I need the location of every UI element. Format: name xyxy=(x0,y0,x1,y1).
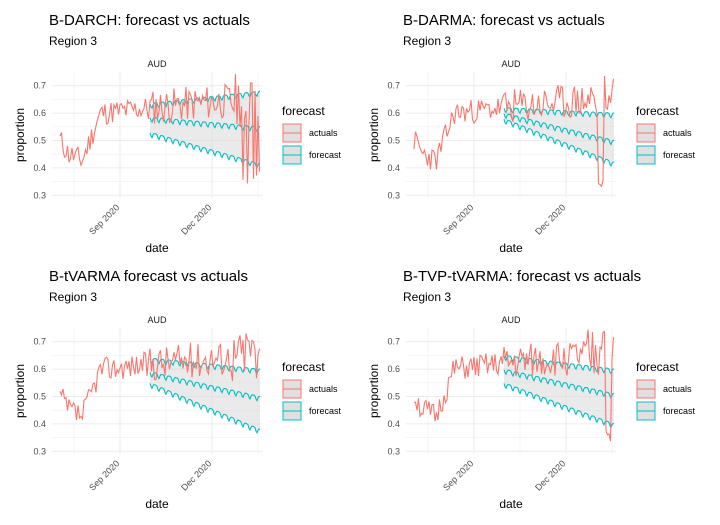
legend-label-actuals: actuals xyxy=(309,128,338,138)
actuals-line xyxy=(413,329,615,442)
facet-strip-label: AUD xyxy=(501,315,521,325)
forecast-line-upper xyxy=(503,107,614,119)
x-tick-label: Dec 2020 xyxy=(179,202,213,236)
x-tick-label: Dec 2020 xyxy=(533,458,567,492)
forecast-interval-band xyxy=(504,356,614,428)
legend-title: forecast xyxy=(636,104,679,118)
y-tick-label: 0.7 xyxy=(33,337,46,347)
forecast-line-mean xyxy=(503,369,615,400)
y-tick-label: 0.7 xyxy=(387,81,400,91)
chart-panel-b-tvp-tvarma: B-TVP-tVARMA: forecast vs actuals Region … xyxy=(354,256,708,514)
legend-label-forecast: forecast xyxy=(309,406,342,416)
x-axis-title: date xyxy=(145,241,169,255)
y-tick-label: 0.6 xyxy=(33,108,46,118)
chart-subtitle: Region 3 xyxy=(403,290,451,304)
chart-svg: B-DARMA: forecast vs actuals Region 3 AUD 0… xyxy=(367,12,696,255)
chart-subtitle: Region 3 xyxy=(49,290,97,304)
chart-subtitle: Region 3 xyxy=(403,34,451,48)
legend-title: forecast xyxy=(636,360,679,374)
legend-label-actuals: actuals xyxy=(663,128,692,138)
y-tick-label: 0.6 xyxy=(387,108,400,118)
legend-title: forecast xyxy=(282,360,325,374)
x-axis-title: date xyxy=(145,497,169,511)
chart-panel-b-darma: B-DARMA: forecast vs actuals Region 3 AUD 0… xyxy=(354,0,708,258)
legend-title: forecast xyxy=(282,104,325,118)
forecast-line-upper xyxy=(149,90,261,110)
y-tick-label: 0.4 xyxy=(33,419,46,429)
y-tick-label: 0.6 xyxy=(33,364,46,374)
y-tick-label: 0.3 xyxy=(387,190,400,200)
forecast-line-lower xyxy=(149,132,261,169)
legend-label-forecast: forecast xyxy=(663,406,696,416)
x-tick-label: Sep 2020 xyxy=(441,202,475,236)
forecast-line-mean xyxy=(149,372,261,402)
actuals-line xyxy=(59,333,261,421)
legend: forecast actuals forecast xyxy=(282,104,342,165)
forecast-line-upper xyxy=(503,355,614,375)
chart-subtitle: Region 3 xyxy=(49,34,97,48)
y-tick-label: 0.4 xyxy=(387,419,400,429)
y-axis-title: proportion xyxy=(13,108,27,162)
y-tick-label: 0.7 xyxy=(387,337,400,347)
y-tick-label: 0.3 xyxy=(387,446,400,456)
legend-label-forecast: forecast xyxy=(309,150,342,160)
x-tick-label: Dec 2020 xyxy=(179,458,213,492)
x-tick-label: Dec 2020 xyxy=(533,202,567,236)
legend: forecast actuals forecast xyxy=(636,360,696,421)
y-tick-label: 0.5 xyxy=(33,391,46,401)
y-axis-title: proportion xyxy=(13,364,27,418)
forecast-interval-band xyxy=(150,91,260,168)
chart-panel-b-darch: B-DARCH: forecast vs actuals Region 3 AUD 0… xyxy=(0,0,354,258)
facet-strip-label: AUD xyxy=(147,59,167,69)
chart-title: B-DARMA: forecast vs actuals xyxy=(403,12,605,29)
forecast-line-lower xyxy=(503,383,615,429)
y-axis-title: proportion xyxy=(367,364,381,418)
x-axis-title: date xyxy=(499,241,523,255)
legend: forecast actuals forecast xyxy=(282,360,342,421)
y-tick-label: 0.3 xyxy=(33,446,46,456)
legend: forecast actuals forecast xyxy=(636,104,696,165)
actuals-line xyxy=(59,73,261,184)
actuals-line xyxy=(413,75,615,188)
chart-svg: B-tVARMA forecast vs actuals Region 3 AUD 0… xyxy=(13,268,342,511)
chart-svg: B-DARCH: forecast vs actuals Region 3 AUD 0… xyxy=(13,12,342,255)
y-tick-label: 0.4 xyxy=(33,163,46,173)
x-tick-label: Sep 2020 xyxy=(441,458,475,492)
y-axis-title: proportion xyxy=(367,108,381,162)
x-tick-label: Sep 2020 xyxy=(87,458,121,492)
facet-strip-label: AUD xyxy=(147,315,167,325)
forecast-line-lower xyxy=(503,119,615,168)
y-tick-label: 0.6 xyxy=(387,364,400,374)
y-tick-label: 0.5 xyxy=(387,391,400,401)
y-tick-label: 0.3 xyxy=(33,190,46,200)
legend-label-actuals: actuals xyxy=(663,384,692,394)
x-axis-title: date xyxy=(499,497,523,511)
chart-svg: B-TVP-tVARMA: forecast vs actuals Region … xyxy=(367,268,696,511)
forecast-line-mean xyxy=(503,113,615,146)
y-tick-label: 0.5 xyxy=(387,135,400,145)
chart-panel-b-tvarma: B-tVARMA forecast vs actuals Region 3 AUD 0… xyxy=(0,256,354,514)
chart-title: B-DARCH: forecast vs actuals xyxy=(49,12,250,29)
chart-title: B-TVP-tVARMA: forecast vs actuals xyxy=(403,268,641,285)
legend-label-actuals: actuals xyxy=(309,384,338,394)
y-tick-label: 0.7 xyxy=(33,81,46,91)
chart-title: B-tVARMA forecast vs actuals xyxy=(49,268,248,285)
y-tick-label: 0.5 xyxy=(33,135,46,145)
x-tick-label: Sep 2020 xyxy=(87,202,121,236)
y-tick-label: 0.4 xyxy=(387,163,400,173)
legend-label-forecast: forecast xyxy=(663,150,696,160)
forecast-line-lower xyxy=(149,383,261,435)
facet-strip-label: AUD xyxy=(501,59,521,69)
